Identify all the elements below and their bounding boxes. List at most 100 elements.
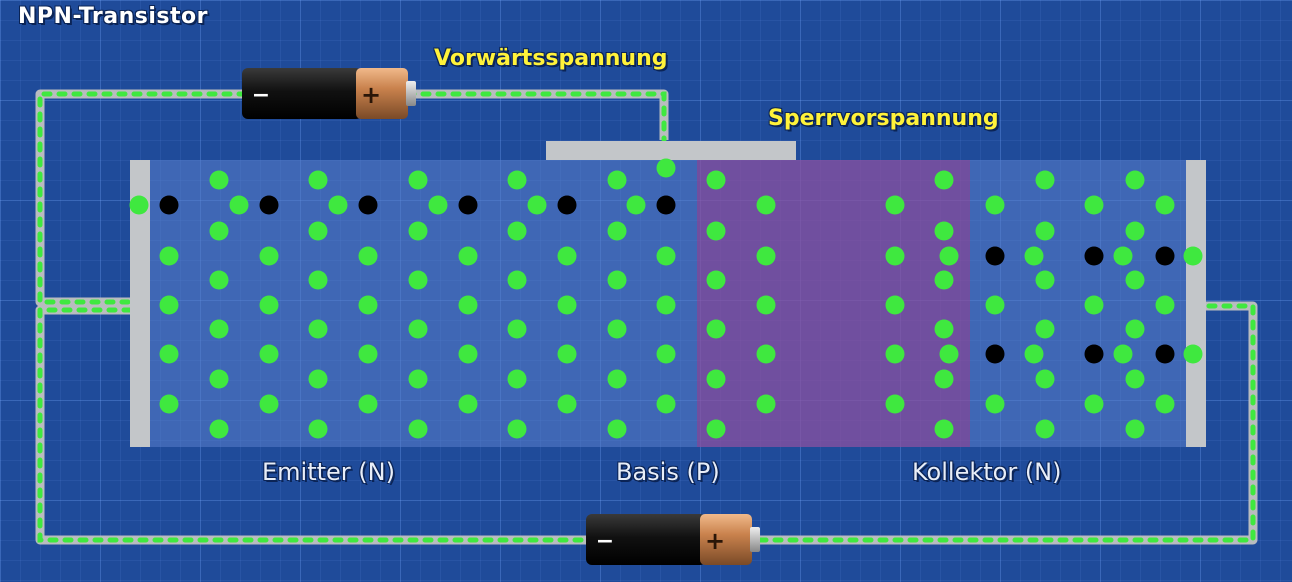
electron <box>557 344 577 364</box>
wire-reverse-electrons <box>37 303 1256 543</box>
electron <box>885 246 905 266</box>
hole <box>656 195 676 215</box>
electron <box>428 195 448 215</box>
electron <box>209 170 229 190</box>
electron <box>1035 221 1055 241</box>
electron <box>308 170 328 190</box>
electron <box>159 295 179 315</box>
electron <box>259 344 279 364</box>
electron <box>607 419 627 439</box>
battery-forward: − + <box>242 68 416 119</box>
electron <box>985 195 1005 215</box>
electron <box>308 419 328 439</box>
electron <box>408 221 428 241</box>
electron <box>885 295 905 315</box>
electron <box>408 369 428 389</box>
hole <box>1155 246 1175 266</box>
electron <box>934 221 954 241</box>
electron <box>706 221 726 241</box>
electron <box>458 295 478 315</box>
electron <box>1125 170 1145 190</box>
hole <box>985 344 1005 364</box>
electron <box>557 246 577 266</box>
electron <box>358 344 378 364</box>
electron <box>626 195 646 215</box>
electron <box>934 170 954 190</box>
wires <box>35 89 1258 545</box>
wire-forward-electrons <box>37 91 667 305</box>
electron <box>607 319 627 339</box>
electron <box>209 419 229 439</box>
hole <box>557 195 577 215</box>
electron <box>1035 270 1055 290</box>
electron <box>507 369 527 389</box>
electron <box>557 295 577 315</box>
electron <box>885 344 905 364</box>
electron <box>1035 170 1055 190</box>
electron <box>209 369 229 389</box>
electron <box>408 170 428 190</box>
electron <box>259 295 279 315</box>
electron <box>408 419 428 439</box>
electron <box>507 221 527 241</box>
electron <box>885 394 905 414</box>
electron <box>656 394 676 414</box>
electron <box>706 419 726 439</box>
electron <box>607 369 627 389</box>
base-contact <box>546 141 796 160</box>
electron <box>308 270 328 290</box>
electron <box>1024 246 1044 266</box>
battery-reverse: − + <box>586 514 760 565</box>
electron <box>756 394 776 414</box>
electron <box>358 295 378 315</box>
electron <box>934 369 954 389</box>
forward-bias-label: Vorwärtsspannung <box>434 46 668 71</box>
battery-forward-plus: + <box>361 81 381 109</box>
electron <box>458 344 478 364</box>
electron <box>308 369 328 389</box>
electron <box>756 295 776 315</box>
electron <box>985 394 1005 414</box>
battery-reverse-plus: + <box>705 527 725 555</box>
electron <box>1125 270 1145 290</box>
hole <box>259 195 279 215</box>
electron <box>1024 344 1044 364</box>
electron <box>1035 369 1055 389</box>
electron <box>1155 195 1175 215</box>
electron <box>1084 295 1104 315</box>
battery-forward-minus: − <box>252 83 270 108</box>
electron <box>129 195 149 215</box>
electron <box>507 319 527 339</box>
electron <box>1035 319 1055 339</box>
electron <box>1084 394 1104 414</box>
electron <box>939 344 959 364</box>
electron <box>656 344 676 364</box>
emitter-label: Emitter (N) <box>262 458 395 486</box>
electron <box>607 270 627 290</box>
hole <box>985 246 1005 266</box>
electron <box>1183 246 1203 266</box>
base-region <box>697 160 970 447</box>
electron <box>159 344 179 364</box>
reverse-bias-label: Sperrvorspannung <box>768 106 999 131</box>
collector-electrode <box>1186 160 1206 447</box>
electron <box>656 295 676 315</box>
collector-label: Kollektor (N) <box>912 458 1062 486</box>
electron <box>1113 246 1133 266</box>
electron <box>1155 295 1175 315</box>
electron <box>1035 419 1055 439</box>
electron <box>259 394 279 414</box>
diagram-title: NPN-Transistor <box>18 4 209 29</box>
electron <box>607 170 627 190</box>
electron <box>458 246 478 266</box>
electron <box>939 246 959 266</box>
electron <box>458 394 478 414</box>
electron <box>706 369 726 389</box>
electron <box>706 270 726 290</box>
electron <box>507 270 527 290</box>
electron <box>358 246 378 266</box>
electron <box>507 419 527 439</box>
electron <box>706 319 726 339</box>
electron <box>507 170 527 190</box>
